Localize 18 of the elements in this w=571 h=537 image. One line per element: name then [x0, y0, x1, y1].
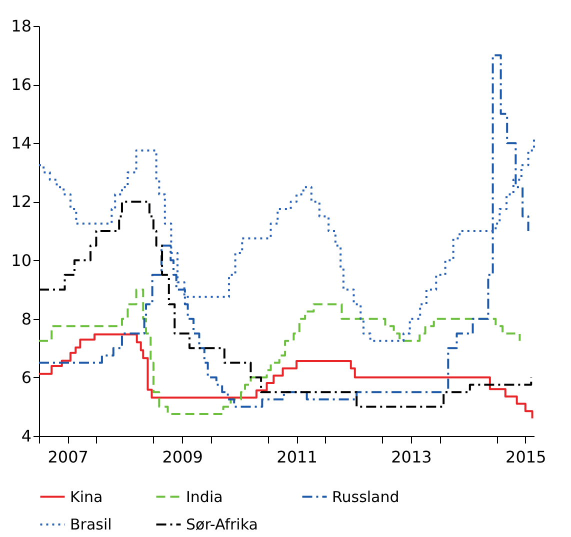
y-tick-label: 16 — [11, 75, 32, 94]
y-tick-label: 8 — [21, 309, 32, 328]
y-tick-label: 12 — [11, 192, 32, 212]
y-tick-label: 6 — [21, 368, 32, 387]
legend-label: Brasil — [70, 516, 112, 534]
y-tick-label: 4 — [21, 426, 32, 446]
x-tick-label: 2015 — [506, 448, 546, 466]
legend-label: Russland — [332, 488, 400, 506]
legend-label: Sør-Afrika — [186, 516, 258, 534]
x-tick-label: 2009 — [162, 448, 203, 466]
y-tick-label: 18 — [11, 16, 32, 36]
y-tick-label: 14 — [11, 134, 32, 153]
y-tick-label: 10 — [11, 250, 32, 270]
x-tick-label: 2011 — [276, 448, 318, 466]
legend-label: India — [186, 488, 223, 506]
legend-label: Kina — [70, 488, 103, 506]
x-tick-label: 2013 — [391, 448, 432, 466]
x-tick-label: 2007 — [48, 448, 88, 466]
